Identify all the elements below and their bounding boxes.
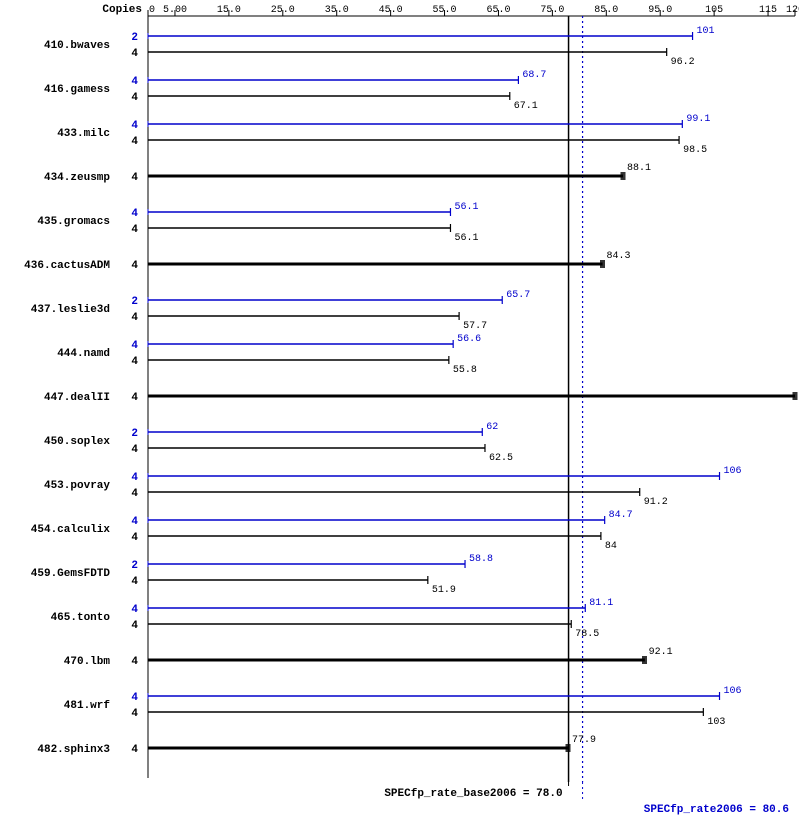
chart-svg: Copies 0 5.00 15.0 25.0 35.0 45.0 55.0 65.0 75.0 8…	[0, 0, 799, 831]
benchmark-name: 481.wrf	[64, 700, 111, 712]
copies-label-base: 4	[131, 356, 138, 368]
ref-label-base: SPECfp_rate_base2006 = 78.0	[384, 788, 562, 800]
copies-label-peak: 4	[131, 472, 138, 484]
x-tick-label: 75.0	[540, 5, 564, 16]
value-label-peak: 106	[724, 466, 742, 477]
value-label-base: 78.5	[575, 629, 599, 640]
copies-label-base: 4	[131, 92, 138, 104]
x-tick-label: 95.0	[648, 5, 672, 16]
copies-label-peak: 2	[131, 296, 138, 308]
copies-label: 4	[131, 744, 138, 756]
copies-label-base: 4	[131, 224, 138, 236]
benchmark-name: 482.sphinx3	[37, 744, 110, 756]
value-label-base: 77.9	[572, 735, 596, 746]
x-tick-label: 35.0	[325, 5, 349, 16]
copies-label-peak: 2	[131, 32, 138, 44]
value-label-base: 55.8	[453, 365, 477, 376]
benchmark-name: 433.milc	[57, 128, 110, 140]
value-label-base: 92.1	[649, 647, 673, 658]
x-tick-label: 120	[786, 5, 799, 16]
benchmark-name: 444.namd	[57, 348, 110, 360]
copies-label-base: 4	[131, 532, 138, 544]
value-label-peak: 56.1	[454, 202, 478, 213]
copies-label-peak: 2	[131, 560, 138, 572]
benchmark-name: 434.zeusmp	[44, 172, 110, 184]
copies-label: 4	[131, 172, 138, 184]
copies-label-peak: 4	[131, 516, 138, 528]
value-label-base: 84.3	[607, 251, 631, 262]
benchmark-name: 459.GemsFDTD	[31, 568, 111, 580]
copies-label-base: 4	[131, 444, 138, 456]
value-label-peak: 99.1	[686, 114, 710, 125]
copies-label-base: 4	[131, 488, 138, 500]
value-label-base: 62.5	[489, 453, 513, 464]
copies-label-peak: 4	[131, 120, 138, 132]
axis-header-label: Copies	[102, 4, 142, 16]
value-label-peak: 68.7	[522, 70, 546, 81]
copies-label-peak: 4	[131, 208, 138, 220]
value-label-base: 91.2	[644, 497, 668, 508]
benchmark-name: 416.gamess	[44, 84, 110, 96]
benchmark-name: 450.soplex	[44, 436, 110, 448]
ref-label-peak: SPECfp_rate2006 = 80.6	[644, 804, 789, 816]
copies-label-base: 4	[131, 48, 138, 60]
copies-label-base: 4	[131, 708, 138, 720]
x-tick-label: 55.0	[433, 5, 457, 16]
copies-label: 4	[131, 260, 138, 272]
value-label-peak: 58.8	[469, 554, 493, 565]
copies-label-base: 4	[131, 136, 138, 148]
copies-label-base: 4	[131, 312, 138, 324]
benchmark-name: 453.povray	[44, 480, 110, 492]
copies-label-base: 4	[131, 576, 138, 588]
copies-label-base: 4	[131, 620, 138, 632]
x-tick-label: 0	[149, 5, 155, 16]
value-label-peak: 106	[724, 686, 742, 697]
x-tick-label: 105	[705, 5, 723, 16]
benchmark-name: 410.bwaves	[44, 40, 110, 52]
copies-label: 4	[131, 392, 138, 404]
x-tick-label: 115	[759, 5, 777, 16]
copies-label-peak: 4	[131, 604, 138, 616]
x-tick-label: 45.0	[379, 5, 403, 16]
copies-label: 4	[131, 656, 138, 668]
copies-label-peak: 4	[131, 692, 138, 704]
benchmark-name: 470.lbm	[64, 656, 111, 668]
value-label-base: 98.5	[683, 145, 707, 156]
benchmark-name: 435.gromacs	[37, 216, 110, 228]
benchmark-name: 465.tonto	[51, 612, 111, 624]
x-tick-label: 25.0	[271, 5, 295, 16]
value-label-peak: 65.7	[506, 290, 530, 301]
value-label-base: 51.9	[432, 585, 456, 596]
benchmark-name: 437.leslie3d	[31, 304, 110, 316]
copies-label-peak: 2	[131, 428, 138, 440]
value-label-base: 67.1	[514, 101, 538, 112]
value-label-peak: 84.7	[609, 510, 633, 521]
value-label-base: 56.1	[454, 233, 478, 244]
value-label-base: 84	[605, 541, 617, 552]
x-tick-label: 65.0	[486, 5, 510, 16]
value-label-base: 57.7	[463, 321, 487, 332]
value-label-peak: 101	[697, 26, 715, 37]
x-tick-label: 15.0	[217, 5, 241, 16]
value-label-peak: 81.1	[589, 598, 613, 609]
x-tick-label: 5.00	[163, 5, 187, 16]
value-label-peak: 56.6	[457, 334, 481, 345]
value-label-base: 88.1	[627, 163, 651, 174]
benchmark-name: 447.dealII	[44, 392, 110, 404]
x-tick-label: 85.0	[594, 5, 618, 16]
copies-label-peak: 4	[131, 340, 138, 352]
benchmark-name: 454.calculix	[31, 524, 111, 536]
value-label-base: 96.2	[671, 57, 695, 68]
value-label-base: 103	[707, 717, 725, 728]
value-label-peak: 62	[486, 422, 498, 433]
benchmark-name: 436.cactusADM	[24, 260, 110, 272]
copies-label-peak: 4	[131, 76, 138, 88]
benchmark-chart: Copies 0 5.00 15.0 25.0 35.0 45.0 55.0 65.0 75.0 8…	[0, 0, 799, 831]
